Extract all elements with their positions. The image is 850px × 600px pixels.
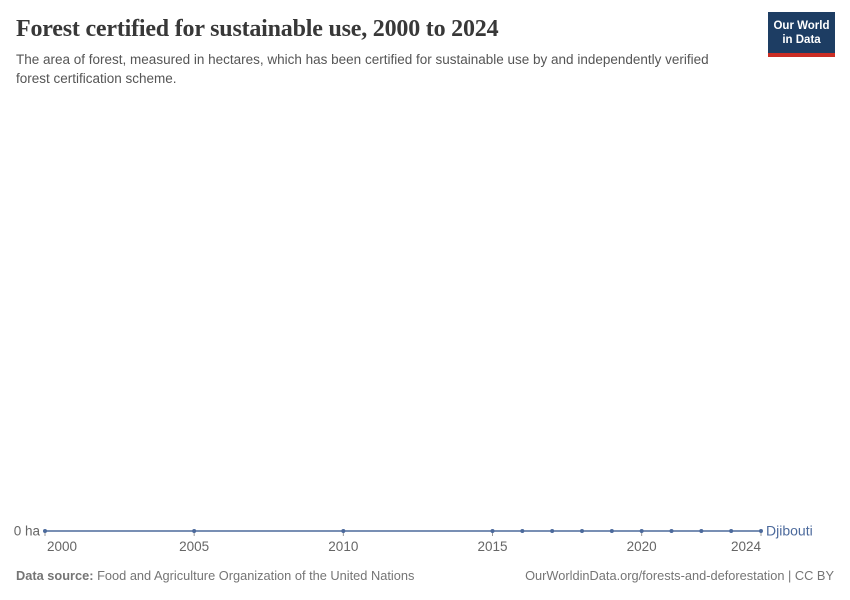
data-point[interactable] (699, 529, 704, 533)
data-point[interactable] (550, 529, 555, 533)
x-tick-label: 2015 (477, 539, 507, 554)
data-point[interactable] (192, 529, 197, 533)
data-point[interactable] (341, 529, 346, 533)
data-point[interactable] (759, 529, 763, 533)
data-point[interactable] (580, 529, 584, 533)
x-tick-label: 2000 (47, 539, 77, 554)
data-point[interactable] (609, 529, 614, 533)
owid-logo-line2: in Data (782, 33, 821, 46)
data-point[interactable] (729, 529, 734, 533)
owid-logo-line1: Our World (773, 19, 830, 32)
data-point[interactable] (520, 529, 525, 533)
data-source-label: Data source: (16, 568, 94, 583)
data-source-text: Food and Agriculture Organization of the… (97, 568, 415, 583)
license-link[interactable]: OurWorldinData.org/forests-and-deforesta… (525, 568, 834, 583)
y-zero-label: 0 ha (14, 524, 41, 539)
x-tick-label: 2020 (627, 539, 657, 554)
chart-header: Forest certified for sustainable use, 20… (16, 12, 835, 88)
chart-subtitle: The area of forest, measured in hectares… (16, 52, 709, 86)
plot-area[interactable]: 2000 2005 2010 2015 2020 2024 0 ha Djibouti (0, 500, 850, 560)
data-point[interactable] (490, 529, 495, 533)
x-tick-label: 2010 (328, 539, 358, 554)
data-source: Data source: Food and Agriculture Organi… (16, 568, 414, 584)
line-chart-canvas[interactable]: 2000 2005 2010 2015 2020 2024 0 ha Djibouti (0, 500, 850, 560)
data-point[interactable] (639, 529, 644, 533)
owid-logo: Our World in Data (768, 12, 835, 57)
chart-title: Forest certified for sustainable use, 20… (16, 16, 499, 42)
data-point[interactable] (669, 529, 674, 533)
x-tick-label: 2024 (731, 539, 762, 554)
series-label-djibouti[interactable]: Djibouti (766, 523, 813, 539)
chart-footer: Data source: Food and Agriculture Organi… (16, 568, 834, 584)
data-point[interactable] (43, 529, 47, 533)
x-tick-label: 2005 (179, 539, 209, 554)
